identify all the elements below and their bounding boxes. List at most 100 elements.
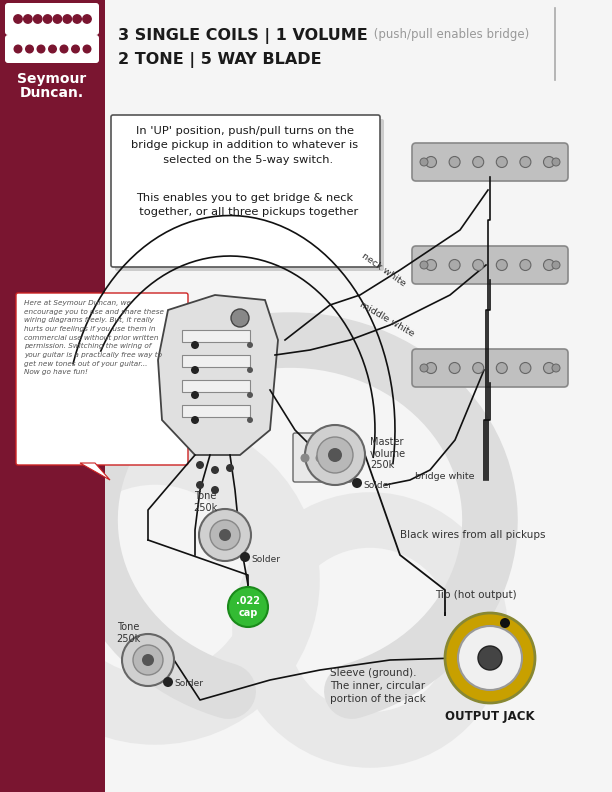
Circle shape	[496, 157, 507, 167]
Circle shape	[196, 481, 204, 489]
Circle shape	[305, 425, 365, 485]
Circle shape	[191, 341, 199, 349]
Circle shape	[231, 309, 249, 327]
Circle shape	[420, 158, 428, 166]
Circle shape	[543, 260, 554, 271]
Polygon shape	[80, 463, 110, 480]
FancyBboxPatch shape	[16, 293, 188, 465]
Circle shape	[211, 466, 219, 474]
Text: Seymour: Seymour	[17, 72, 87, 86]
Circle shape	[122, 634, 174, 686]
Circle shape	[472, 157, 483, 167]
FancyBboxPatch shape	[5, 35, 99, 63]
Circle shape	[142, 654, 154, 666]
Circle shape	[14, 15, 22, 23]
Circle shape	[449, 363, 460, 374]
Text: Sleeve (ground).
The inner, circular
portion of the jack: Sleeve (ground). The inner, circular por…	[330, 668, 426, 704]
Text: 2 TONE | 5 WAY BLADE: 2 TONE | 5 WAY BLADE	[118, 52, 322, 68]
Text: (push/pull enables bridge): (push/pull enables bridge)	[370, 28, 529, 41]
Circle shape	[420, 261, 428, 269]
Circle shape	[133, 645, 163, 675]
Text: Tip (hot output): Tip (hot output)	[435, 590, 517, 600]
Circle shape	[316, 454, 324, 463]
Circle shape	[425, 157, 436, 167]
Text: Master
volume
250k: Master volume 250k	[370, 437, 406, 470]
Circle shape	[520, 363, 531, 374]
Circle shape	[24, 15, 32, 23]
Circle shape	[191, 391, 199, 399]
Bar	[0, 0, 105, 792]
Circle shape	[317, 437, 353, 473]
Circle shape	[73, 15, 81, 23]
FancyBboxPatch shape	[5, 3, 99, 35]
Circle shape	[228, 587, 268, 627]
Text: Black wires from all pickups: Black wires from all pickups	[400, 530, 545, 540]
Circle shape	[210, 520, 240, 550]
Circle shape	[445, 613, 535, 703]
Circle shape	[472, 363, 483, 374]
Circle shape	[496, 363, 507, 374]
Text: middle white: middle white	[358, 299, 416, 338]
Text: Duncan.: Duncan.	[20, 86, 84, 100]
Circle shape	[472, 260, 483, 271]
Text: OUTPUT JACK: OUTPUT JACK	[445, 710, 535, 723]
Circle shape	[458, 626, 522, 690]
Text: Here at Seymour Duncan, we
encourage you to use and share these
wiring diagrams : Here at Seymour Duncan, we encourage you…	[24, 300, 164, 375]
Circle shape	[520, 157, 531, 167]
Circle shape	[247, 417, 253, 423]
Text: Tone
250k: Tone 250k	[116, 622, 140, 644]
Circle shape	[478, 646, 502, 670]
Circle shape	[196, 461, 204, 469]
Circle shape	[247, 392, 253, 398]
Circle shape	[34, 15, 42, 23]
Circle shape	[83, 15, 91, 23]
Circle shape	[191, 366, 199, 374]
Circle shape	[60, 45, 68, 53]
Circle shape	[63, 15, 72, 23]
Circle shape	[449, 260, 460, 271]
Text: 3 SINGLE COILS | 1 VOLUME: 3 SINGLE COILS | 1 VOLUME	[118, 28, 368, 44]
Circle shape	[43, 15, 52, 23]
Text: bridge white: bridge white	[415, 472, 474, 481]
Circle shape	[72, 45, 80, 53]
Circle shape	[240, 552, 250, 562]
Polygon shape	[10, 103, 95, 145]
Text: Solder: Solder	[363, 481, 392, 489]
Text: This enables you to get bridge & neck
  together, or all three pickups together: This enables you to get bridge & neck to…	[132, 193, 358, 217]
Text: neck white: neck white	[360, 251, 408, 288]
Circle shape	[330, 454, 340, 463]
Circle shape	[352, 478, 362, 488]
FancyBboxPatch shape	[293, 433, 352, 482]
Circle shape	[300, 454, 310, 463]
FancyBboxPatch shape	[412, 349, 568, 387]
Circle shape	[449, 157, 460, 167]
Circle shape	[543, 157, 554, 167]
Circle shape	[552, 261, 560, 269]
Circle shape	[37, 45, 45, 53]
Polygon shape	[158, 295, 278, 455]
Circle shape	[199, 509, 251, 561]
Circle shape	[219, 529, 231, 541]
Circle shape	[53, 15, 62, 23]
Circle shape	[163, 677, 173, 687]
Bar	[182, 405, 250, 417]
Bar	[182, 330, 250, 342]
Circle shape	[211, 486, 219, 494]
Circle shape	[496, 260, 507, 271]
Text: .022
cap: .022 cap	[236, 596, 260, 619]
Circle shape	[543, 363, 554, 374]
Circle shape	[425, 363, 436, 374]
FancyBboxPatch shape	[412, 246, 568, 284]
Circle shape	[247, 367, 253, 373]
Circle shape	[552, 158, 560, 166]
FancyBboxPatch shape	[115, 119, 384, 271]
Text: In 'UP' position, push/pull turns on the
bridge pickup in addition to whatever i: In 'UP' position, push/pull turns on the…	[132, 126, 359, 165]
FancyBboxPatch shape	[412, 143, 568, 181]
Circle shape	[14, 45, 22, 53]
Circle shape	[83, 45, 91, 53]
FancyBboxPatch shape	[111, 115, 380, 267]
Bar	[182, 380, 250, 392]
Circle shape	[247, 342, 253, 348]
Circle shape	[191, 416, 199, 424]
Circle shape	[26, 45, 33, 53]
